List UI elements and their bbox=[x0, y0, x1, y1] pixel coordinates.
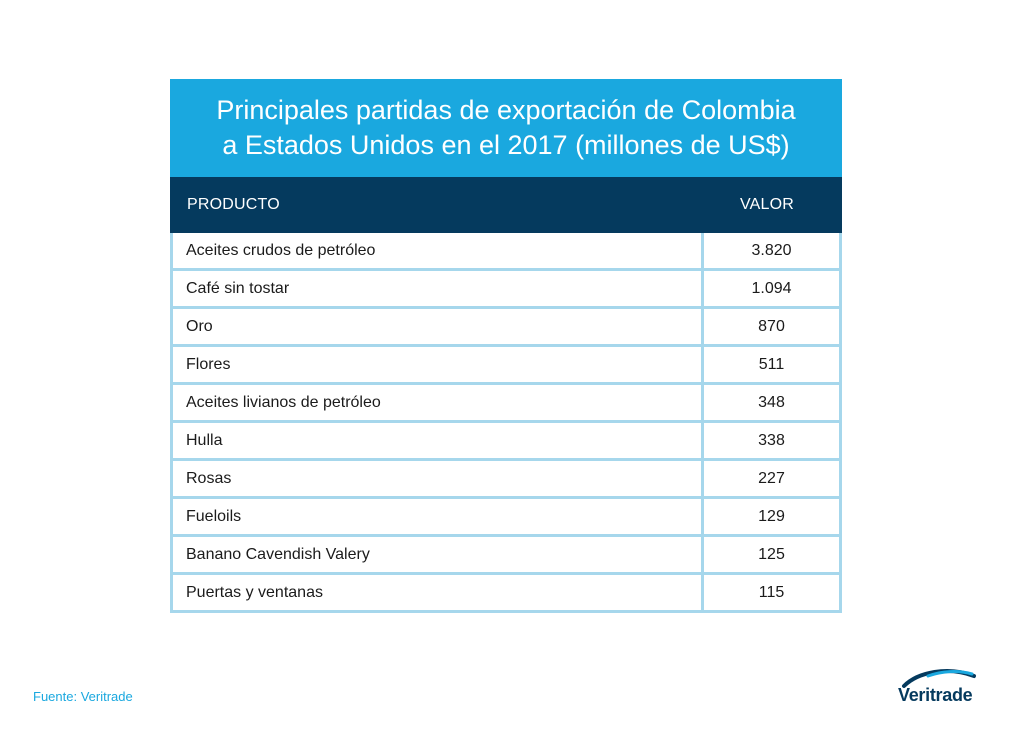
product-cell: Rosas bbox=[186, 470, 232, 487]
table-row: Oro 870 bbox=[173, 309, 839, 347]
swoosh-logo-icon bbox=[902, 669, 976, 688]
table-row: Fueloils 129 bbox=[173, 499, 839, 537]
table-row: Aceites livianos de petróleo 348 bbox=[173, 385, 839, 423]
value-cell: 115 bbox=[758, 584, 785, 601]
table-row: Hulla 338 bbox=[173, 423, 839, 461]
product-cell: Oro bbox=[186, 318, 213, 335]
table-title-line-1: Principales partidas de exportación de C… bbox=[216, 95, 796, 125]
value-cell: 348 bbox=[758, 394, 785, 411]
export-table: Principales partidas de exportación de C… bbox=[170, 79, 842, 613]
table-row: Rosas 227 bbox=[173, 461, 839, 499]
value-cell: 338 bbox=[758, 432, 785, 449]
veritrade-logo: Veritrade bbox=[898, 668, 986, 708]
value-cell: 125 bbox=[758, 546, 785, 563]
column-header-value: VALOR bbox=[740, 196, 795, 213]
source-note: Fuente: Veritrade bbox=[33, 689, 133, 704]
product-cell: Hulla bbox=[186, 432, 223, 449]
table-row: Puertas y ventanas 115 bbox=[173, 575, 839, 613]
table-row: Flores 511 bbox=[173, 347, 839, 385]
value-cell: 511 bbox=[758, 356, 785, 373]
value-cell: 227 bbox=[758, 470, 785, 487]
product-cell: Flores bbox=[186, 356, 231, 373]
value-cell: 870 bbox=[758, 318, 785, 335]
table-header: PRODUCTO VALOR bbox=[170, 177, 842, 233]
product-cell: Café sin tostar bbox=[186, 280, 290, 297]
column-header-product: PRODUCTO bbox=[187, 196, 280, 213]
logo-text: Veritrade bbox=[898, 685, 973, 705]
column-divider bbox=[701, 233, 704, 613]
product-cell: Aceites livianos de petróleo bbox=[186, 394, 381, 411]
table-title-line-2: a Estados Unidos en el 2017 (millones de… bbox=[222, 130, 790, 160]
table-row: Café sin tostar 1.094 bbox=[173, 271, 839, 309]
product-cell: Banano Cavendish Valery bbox=[186, 546, 370, 563]
value-cell: 129 bbox=[758, 508, 785, 525]
value-cell: 1.094 bbox=[751, 280, 792, 297]
table-body: Aceites crudos de petróleo 3.820 Café sin … bbox=[170, 233, 842, 613]
table-row: Aceites crudos de petróleo 3.820 bbox=[173, 233, 839, 271]
table-title: Principales partidas de exportación de C… bbox=[170, 79, 842, 177]
product-cell: Puertas y ventanas bbox=[186, 584, 323, 601]
value-cell: 3.820 bbox=[751, 242, 792, 259]
product-cell: Aceites crudos de petróleo bbox=[186, 242, 376, 259]
table-row: Banano Cavendish Valery 125 bbox=[173, 537, 839, 575]
product-cell: Fueloils bbox=[186, 508, 242, 525]
